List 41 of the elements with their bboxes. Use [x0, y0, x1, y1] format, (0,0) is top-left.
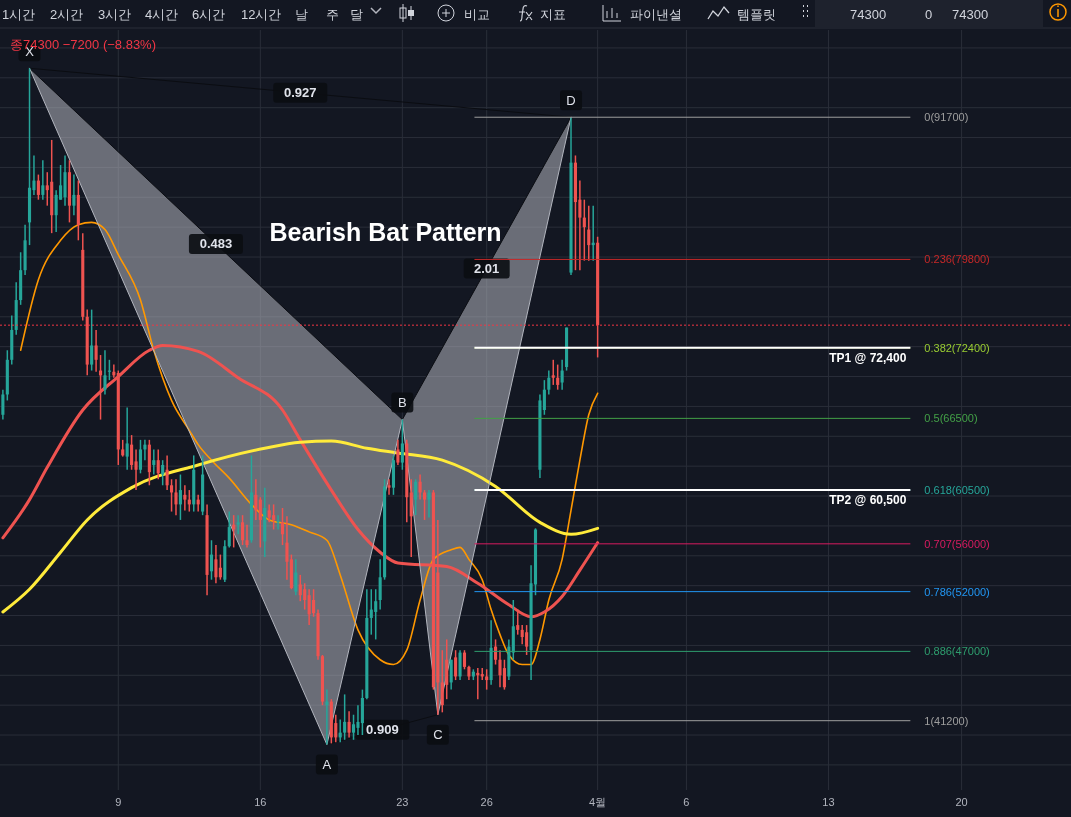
- text: 3시간: [98, 7, 132, 22]
- x-tick-label: 9: [115, 796, 122, 808]
- text: 템플릿: [737, 7, 776, 22]
- text: 12시간: [241, 7, 282, 22]
- text: 2시간: [50, 7, 84, 22]
- text: 파이낸셜: [630, 7, 682, 22]
- text: 지표: [540, 7, 566, 22]
- ref-line-label: 0.618(60500): [924, 484, 990, 497]
- ref-line-label: TP1 @ 72,400: [829, 350, 907, 365]
- text: 0: [925, 7, 933, 22]
- x-tick-label: 26: [480, 796, 493, 808]
- ref-line-label: 0.5(66500): [924, 412, 978, 425]
- ref-line-label: 0(91700): [924, 111, 969, 124]
- annotation: 0.909: [366, 722, 399, 738]
- x-tick-label: 4월: [589, 796, 607, 808]
- annotation: C: [433, 727, 443, 743]
- text: 4시간: [145, 7, 179, 22]
- x-tick-label: 16: [254, 796, 267, 808]
- x-tick-label: 23: [396, 796, 409, 808]
- annotation: A: [322, 757, 332, 773]
- annotation: 0.483: [199, 236, 233, 252]
- text: 1시간: [2, 7, 36, 22]
- ref-line-label: 1(41200): [924, 714, 969, 727]
- ref-line-label: 0.382(72400): [924, 341, 990, 354]
- x-tick-label: 13: [822, 796, 835, 808]
- text: 비교: [464, 7, 490, 22]
- ref-line-label: 0.886(47000): [924, 645, 990, 658]
- text: 달: [350, 7, 363, 22]
- ref-line-label: TP2 @ 60,500: [829, 493, 907, 508]
- ref-line-label: 0.786(52000): [924, 585, 990, 598]
- annotation: D: [566, 92, 576, 108]
- annotation: 0.927: [283, 85, 317, 101]
- text: 6시간: [192, 7, 226, 22]
- x-tick-label: 20: [955, 796, 968, 808]
- ref-line-label: 0.707(56000): [924, 537, 990, 550]
- x-tick-label: 6: [683, 796, 690, 808]
- ref-line-label: 0.236(79800): [924, 253, 990, 266]
- text: 74300: [850, 7, 887, 22]
- text: 74300: [952, 7, 989, 22]
- text: 주: [326, 7, 339, 22]
- text: 날: [295, 7, 308, 22]
